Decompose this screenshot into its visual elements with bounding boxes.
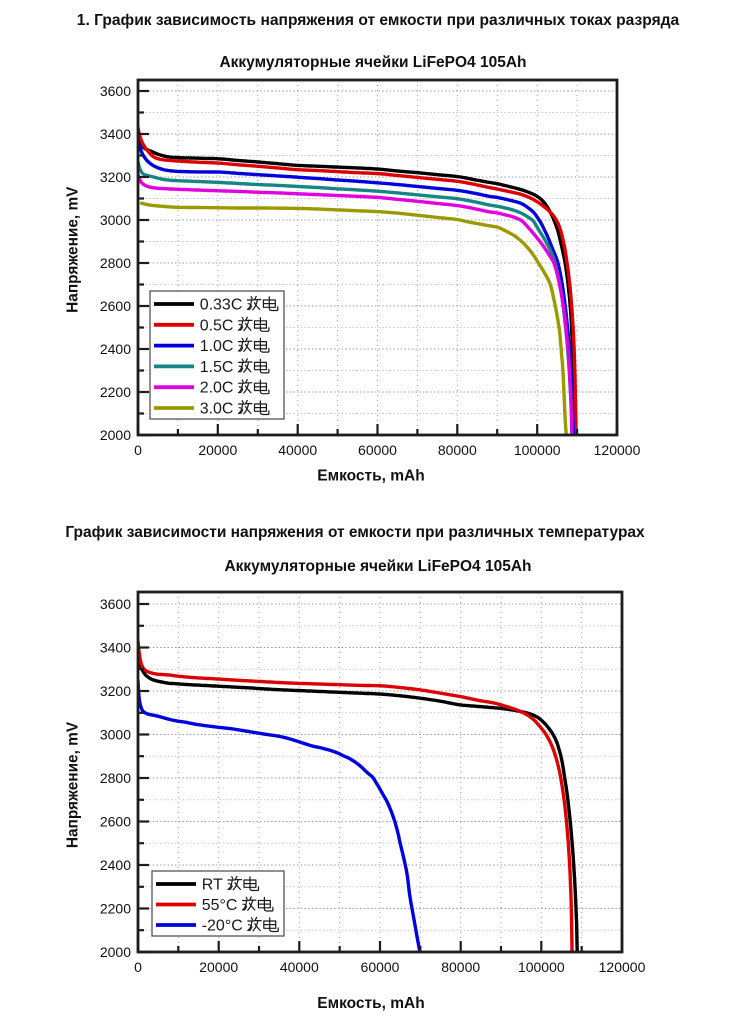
svg-text:2000: 2000 [100,944,131,960]
svg-text:2800: 2800 [100,255,131,271]
svg-text:2200: 2200 [100,384,131,400]
svg-text:0: 0 [134,442,142,458]
svg-text:0.33C: 0.33C [200,297,243,314]
svg-text:Аккумуляторные ячейки LiFePO4: Аккумуляторные ячейки LiFePO4 105Ah [219,54,526,71]
svg-text:3400: 3400 [100,640,131,656]
svg-text:3600: 3600 [100,83,131,99]
svg-text:60000: 60000 [358,442,397,458]
svg-text:40000: 40000 [280,959,319,975]
svg-text:1.5C: 1.5C [200,359,234,376]
svg-text:1.0C: 1.0C [200,338,234,355]
svg-text:2400: 2400 [100,341,131,357]
svg-text:80000: 80000 [441,959,480,975]
svg-text:2000: 2000 [100,427,131,443]
svg-text:2400: 2400 [100,857,131,873]
svg-text:3600: 3600 [100,596,131,612]
svg-text:3000: 3000 [100,727,131,743]
svg-text:2800: 2800 [100,770,131,786]
svg-text:1. График зависимость напряжен: 1. График зависимость напряжения от емко… [77,12,680,29]
svg-text:20000: 20000 [198,442,237,458]
svg-text:График зависимости напряжения: График зависимости напряжения от емкости… [65,524,645,541]
svg-text:60000: 60000 [361,959,400,975]
svg-text:2600: 2600 [100,298,131,314]
svg-text:100000: 100000 [514,442,561,458]
svg-text:0.5C: 0.5C [200,317,234,334]
svg-text:-20°C: -20°C [202,918,243,935]
svg-text:55°C: 55°C [202,897,238,914]
svg-text:0: 0 [134,959,142,975]
svg-text:2600: 2600 [100,814,131,830]
svg-text:20000: 20000 [199,959,238,975]
svg-text:100000: 100000 [518,959,565,975]
svg-text:RT: RT [202,877,223,894]
svg-text:3400: 3400 [100,126,131,142]
svg-text:120000: 120000 [594,442,641,458]
svg-text:3000: 3000 [100,212,131,228]
svg-text:80000: 80000 [438,442,477,458]
svg-text:2.0C: 2.0C [200,380,234,397]
svg-text:Напряжение, mV: Напряжение, mV [65,721,82,848]
svg-text:2200: 2200 [100,901,131,917]
svg-text:3200: 3200 [100,683,131,699]
svg-text:3.0C: 3.0C [200,401,234,418]
svg-text:Аккумуляторные ячейки LiFePO4: Аккумуляторные ячейки LiFePO4 105Ah [224,558,531,575]
svg-text:Емкость, mAh: Емкость, mAh [317,468,424,485]
svg-text:Напряжение, mV: Напряжение, mV [65,186,82,313]
svg-text:3200: 3200 [100,169,131,185]
svg-text:Емкость, mAh: Емкость, mAh [317,995,424,1012]
svg-text:120000: 120000 [599,959,646,975]
svg-text:40000: 40000 [278,442,317,458]
